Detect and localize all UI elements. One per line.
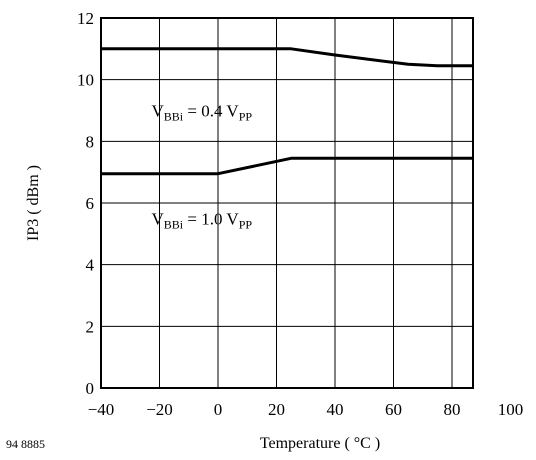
- grid-lines: [101, 18, 473, 388]
- x-tick-label: 100: [498, 400, 524, 419]
- x-tick-label: −40: [88, 400, 115, 419]
- y-axis-title: IP3 ( dBm ): [25, 165, 42, 241]
- x-tick-label: 60: [385, 400, 402, 419]
- y-tick-label: 8: [86, 132, 95, 151]
- figure-code: 94 8885: [6, 437, 45, 451]
- y-tick-label: 12: [77, 9, 94, 28]
- x-tick-label: 20: [268, 400, 285, 419]
- y-tick-label: 0: [86, 379, 95, 398]
- annotation-layer: VBBi = 0.4 VPP VBBi = 1.0 VPP: [152, 102, 253, 232]
- y-tick-label: 6: [86, 194, 95, 213]
- series-line-1: [101, 47, 473, 68]
- series-line-2: [101, 156, 473, 176]
- x-tick-label: 40: [327, 400, 344, 419]
- plot-frame: [100, 17, 474, 389]
- x-tick-labels: −40 −20 0 20 40 60 80 100: [88, 400, 524, 419]
- series-layer: [101, 47, 473, 176]
- y-tick-labels: 0 2 4 6 8 10 12: [77, 9, 95, 398]
- y-tick-label: 10: [77, 71, 94, 90]
- y-tick-label: 2: [86, 317, 95, 336]
- y-tick-label: 4: [86, 256, 95, 275]
- x-tick-label: 0: [214, 400, 223, 419]
- series-annotation-1: VBBi = 0.4 VPP: [152, 102, 253, 124]
- x-axis-title: Temperature ( °C ): [260, 435, 380, 452]
- series-annotation-2: VBBi = 1.0 VPP: [152, 209, 253, 231]
- x-tick-label: −20: [146, 400, 173, 419]
- x-tick-label: 80: [444, 400, 461, 419]
